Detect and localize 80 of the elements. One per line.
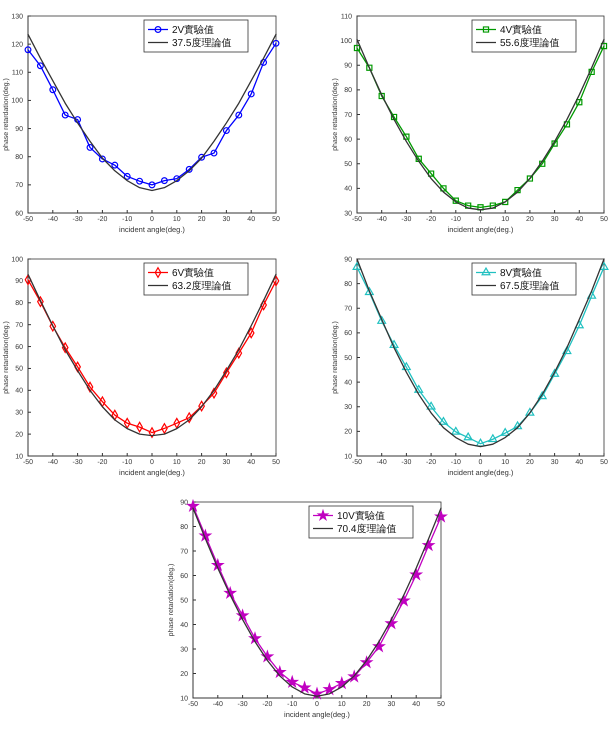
point	[160, 177, 168, 184]
point	[62, 112, 69, 119]
point	[574, 320, 584, 328]
legend-label: 4V實驗值	[500, 24, 542, 36]
point	[513, 421, 522, 430]
legend-label: 70.4度理論值	[337, 523, 396, 535]
point	[187, 500, 199, 512]
point	[402, 362, 411, 370]
point	[464, 432, 473, 440]
legend-label: 55.6度理論值	[500, 37, 560, 49]
legend-label: 6V實驗值	[172, 267, 214, 279]
legend-label: 67.5度理論值	[500, 280, 560, 292]
point	[564, 121, 570, 128]
point	[525, 408, 534, 416]
point	[488, 434, 498, 442]
point	[502, 198, 508, 206]
point	[36, 62, 44, 70]
point	[538, 391, 547, 400]
point	[476, 438, 485, 447]
point	[111, 162, 118, 169]
point	[562, 346, 572, 354]
point	[587, 290, 596, 299]
point	[286, 676, 298, 687]
point	[222, 127, 230, 134]
point	[600, 42, 608, 50]
point	[74, 116, 82, 124]
point	[588, 68, 595, 76]
point	[490, 202, 496, 209]
point	[438, 416, 448, 425]
point	[539, 160, 546, 167]
point	[198, 154, 206, 161]
point	[49, 86, 56, 94]
point	[600, 262, 608, 270]
point	[352, 262, 362, 270]
point	[440, 185, 447, 192]
point	[124, 172, 131, 180]
point	[366, 64, 372, 71]
point	[451, 426, 460, 435]
point	[435, 510, 447, 522]
point	[410, 568, 422, 580]
point	[551, 140, 558, 147]
legend-label: 63.2度理論值	[172, 280, 232, 292]
point	[422, 539, 434, 550]
legend-label: 8V實驗值	[500, 267, 542, 279]
point	[377, 316, 386, 324]
point	[500, 428, 510, 436]
point	[390, 114, 398, 120]
point	[136, 178, 144, 185]
point	[452, 198, 459, 204]
point	[465, 202, 472, 209]
point	[336, 677, 348, 688]
point	[416, 156, 422, 162]
point	[298, 682, 310, 693]
legend-label: 37.5度理論值	[172, 37, 232, 49]
point	[477, 204, 484, 210]
point	[428, 170, 434, 177]
point	[148, 181, 156, 188]
point	[260, 58, 268, 66]
point	[86, 144, 94, 151]
point	[403, 134, 410, 140]
point	[526, 175, 534, 182]
point	[426, 402, 436, 410]
point	[398, 594, 410, 606]
point	[173, 175, 180, 182]
point	[98, 155, 106, 162]
point	[354, 44, 360, 52]
point	[390, 340, 399, 348]
point	[576, 99, 582, 106]
point	[514, 186, 521, 194]
legend-label: 2V實驗值	[172, 24, 214, 36]
point	[248, 90, 255, 98]
point	[186, 166, 193, 173]
point	[210, 150, 218, 157]
point	[235, 112, 242, 119]
point	[550, 368, 560, 377]
point	[324, 683, 336, 694]
point	[364, 287, 374, 296]
point	[414, 384, 424, 393]
point	[378, 92, 385, 100]
legend-label: 10V實驗值	[337, 510, 385, 522]
